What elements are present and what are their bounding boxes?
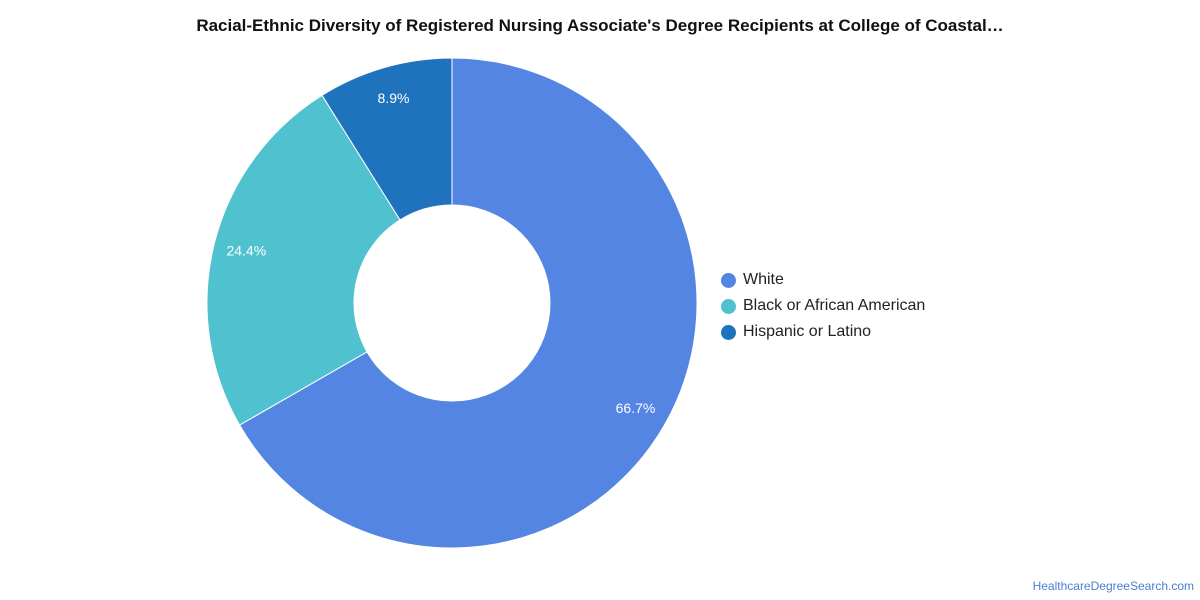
legend-swatch-white bbox=[721, 272, 736, 288]
source-watermark[interactable]: HealthcareDegreeSearch.com bbox=[1032, 579, 1194, 593]
legend-label-hispanic-or-latino: Hispanic or Latino bbox=[743, 323, 872, 340]
legend: White Black or African American Hispanic… bbox=[721, 267, 925, 345]
slice-white[interactable] bbox=[238, 57, 698, 549]
slice-label-hispanic-or-latino: 8.9% bbox=[378, 90, 410, 106]
legend-item-white[interactable]: White bbox=[721, 267, 925, 293]
slice-label-black-or-african-american: 24.4% bbox=[226, 242, 266, 258]
slice-label-white: 66.7% bbox=[616, 400, 656, 416]
legend-label-black-or-african-american: Black or African American bbox=[743, 297, 926, 314]
legend-item-black-or-african-american[interactable]: Black or African American bbox=[721, 293, 925, 319]
legend-label-white: White bbox=[743, 271, 784, 288]
legend-swatch-hispanic-or-latino bbox=[721, 324, 736, 340]
slice-black-or-african-american[interactable] bbox=[206, 94, 401, 426]
legend-item-hispanic-or-latino[interactable]: Hispanic or Latino bbox=[721, 319, 925, 345]
legend-swatch-black-or-african-american bbox=[721, 298, 736, 314]
slice-hispanic-or-latino[interactable] bbox=[321, 57, 453, 221]
chart-title: Racial-Ethnic Diversity of Registered Nu… bbox=[196, 16, 1004, 35]
